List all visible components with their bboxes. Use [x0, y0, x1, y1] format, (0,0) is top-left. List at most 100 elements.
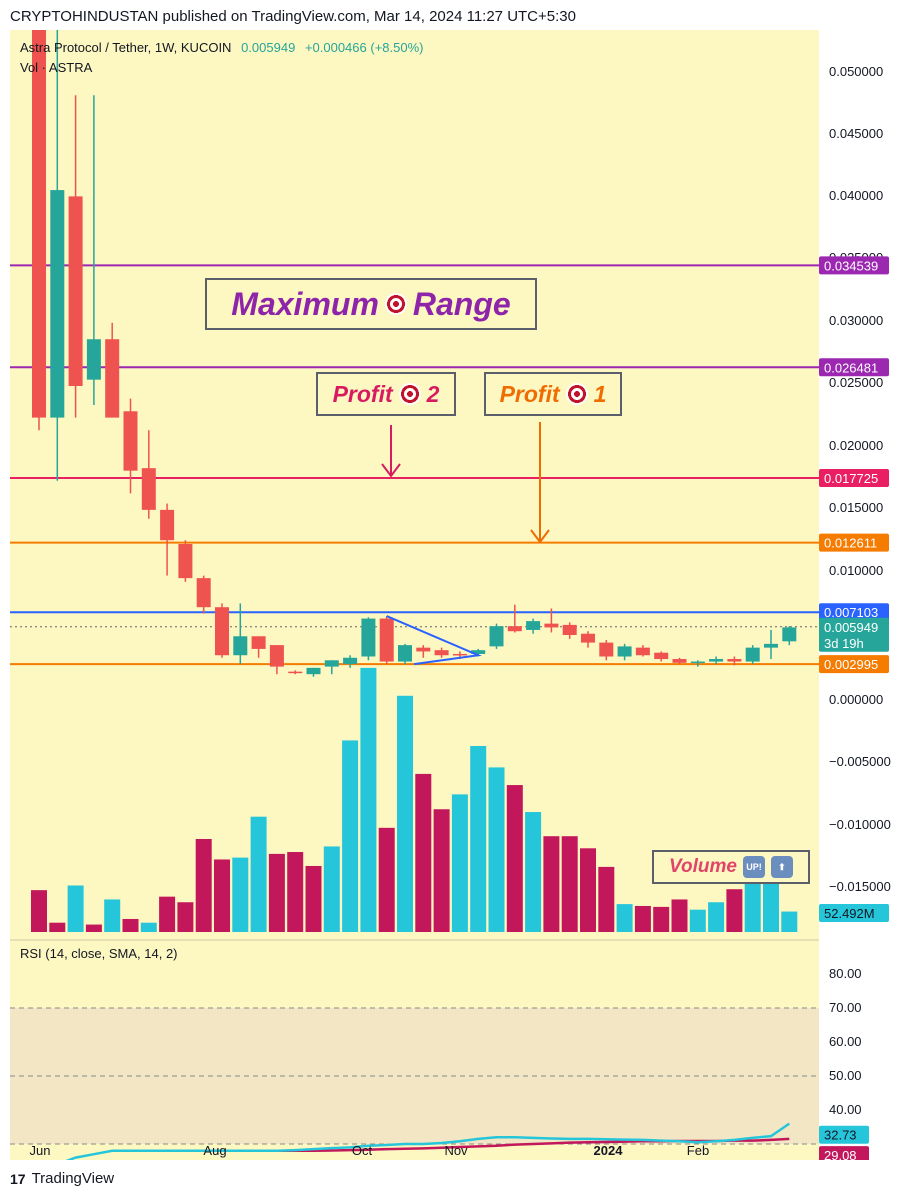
profit-2-annotation[interactable]: Profit 2: [316, 372, 456, 416]
x-tick-label: Feb: [687, 1143, 709, 1158]
rsi-tick-label: 80.00: [829, 966, 862, 981]
candle-body: [306, 667, 321, 675]
candle-body: [215, 607, 229, 656]
candle-body: [343, 657, 358, 665]
candle-body: [526, 621, 541, 630]
volume-bar: [525, 812, 542, 932]
price-axis[interactable]: 0.0500000.0450000.0400000.0350000.030000…: [819, 30, 919, 1165]
rsi-band: [10, 1008, 819, 1144]
volume-bar: [159, 896, 176, 932]
profit-1-arrow-head: [530, 529, 550, 544]
level-label: 0.026481: [824, 360, 878, 375]
profit-1-text: Profit: [499, 380, 560, 407]
candle-body: [68, 196, 83, 386]
candle-body: [141, 468, 156, 510]
volume-bar: [744, 879, 761, 932]
countdown-label: 3d 19h: [824, 636, 864, 651]
candle-body: [32, 6, 46, 418]
level-label: 0.017725: [824, 471, 878, 486]
candle-body: [50, 190, 65, 418]
volume-bar: [415, 773, 432, 932]
volume-bar: [451, 794, 468, 932]
arrow-up-icon: ⬆: [770, 856, 793, 878]
volume-bar: [634, 905, 651, 932]
volume-bar: [689, 909, 706, 932]
volume-bar: [104, 899, 121, 932]
profit-2-arrow-head: [381, 463, 401, 478]
candle-body: [269, 645, 284, 667]
candle-body: [672, 659, 687, 663]
symbol-legend: Astra Protocol / Tether, 1W, KUCOIN 0.00…: [20, 40, 423, 55]
symbol-name: Astra Protocol / Tether, 1W, KUCOIN: [20, 40, 232, 55]
candle-body: [123, 411, 138, 471]
rsi-tick-label: 50.00: [829, 1068, 862, 1083]
volume-bar: [140, 922, 157, 932]
candle-body: [544, 623, 559, 628]
volume-bar: [488, 767, 505, 932]
volume-bar: [378, 827, 395, 932]
rsi-ma-label-bg: [819, 1146, 869, 1165]
candle-body: [86, 339, 101, 380]
volume-bar: [726, 889, 743, 932]
profit-2-text: Profit: [332, 380, 393, 407]
chart-svg[interactable]: Jun Aug Oct Nov 2024 Feb: [10, 0, 819, 1170]
y-tick-label: 0.030000: [829, 313, 883, 328]
maximum-range-annotation[interactable]: Maximum Range: [205, 278, 537, 330]
last-price: 0.005949: [241, 40, 296, 55]
y-tick-label: 0.015000: [829, 500, 883, 515]
rsi-legend: RSI (14, close, SMA, 14, 2): [20, 946, 178, 961]
volume-bar: [305, 865, 322, 932]
y-tick-label: −0.005000: [829, 754, 891, 769]
y-tick-label: 0.010000: [829, 563, 883, 578]
volume-bar: [232, 857, 249, 932]
candle-body: [727, 659, 742, 662]
level-label: 0.034539: [824, 258, 878, 273]
volume-bar: [195, 839, 212, 932]
tradingview-logo-icon: 17: [10, 1170, 26, 1187]
publisher-line: CRYPTOHINDUSTAN published on TradingView…: [10, 8, 576, 25]
candle-body: [709, 659, 724, 662]
y-tick-label: 0.040000: [829, 188, 883, 203]
rsi-tick-label: 60.00: [829, 1034, 862, 1049]
x-tick-label: Aug: [203, 1143, 226, 1158]
y-tick-label: −0.010000: [829, 817, 891, 832]
volume-bar: [470, 746, 487, 932]
y-tick-label: −0.015000: [829, 879, 891, 894]
candle-body: [398, 645, 412, 662]
y-tick-label: 0.045000: [829, 126, 883, 141]
volume-bar: [342, 740, 359, 932]
candle-body: [690, 661, 705, 664]
y-tick-label: 0.020000: [829, 438, 883, 453]
volume-bar: [177, 902, 194, 932]
volume-bar: [616, 904, 633, 932]
profit-1-num: 1: [593, 380, 607, 407]
volume-bar: [781, 911, 798, 932]
max-range-text-2: Range: [412, 285, 511, 322]
candle-body: [617, 646, 632, 657]
volume-bar: [323, 846, 340, 932]
up-badge-icon: UP!: [742, 856, 765, 878]
level-label-bg: [819, 256, 889, 275]
y-tick-label: 0.025000: [829, 375, 883, 390]
candle-body: [782, 627, 797, 642]
volume-bar: [671, 899, 688, 932]
level-label: 0.002995: [824, 657, 878, 672]
volume-annotation[interactable]: Volume UP! ⬆: [652, 850, 810, 884]
candle-body: [507, 626, 522, 632]
candle-body: [452, 653, 467, 656]
footer[interactable]: 17 TradingView: [10, 1170, 114, 1187]
volume-bar: [433, 809, 450, 932]
volume-bar: [543, 836, 560, 932]
target-icon: [398, 383, 421, 405]
x-tick-label: 2024: [594, 1143, 624, 1158]
tradingview-brand: TradingView: [31, 1170, 115, 1187]
candle-body: [635, 647, 650, 656]
max-range-text: Maximum: [231, 285, 379, 322]
volume-label: 52.492M: [824, 906, 875, 921]
profit-1-annotation[interactable]: Profit 1: [484, 372, 622, 416]
rsi-tick-label: 70.00: [829, 1000, 862, 1015]
chart-area[interactable]: Jun Aug Oct Nov 2024 Feb: [10, 0, 819, 1170]
volume-bar: [397, 695, 413, 932]
volume-bar: [598, 866, 615, 932]
candle-body: [196, 578, 211, 608]
